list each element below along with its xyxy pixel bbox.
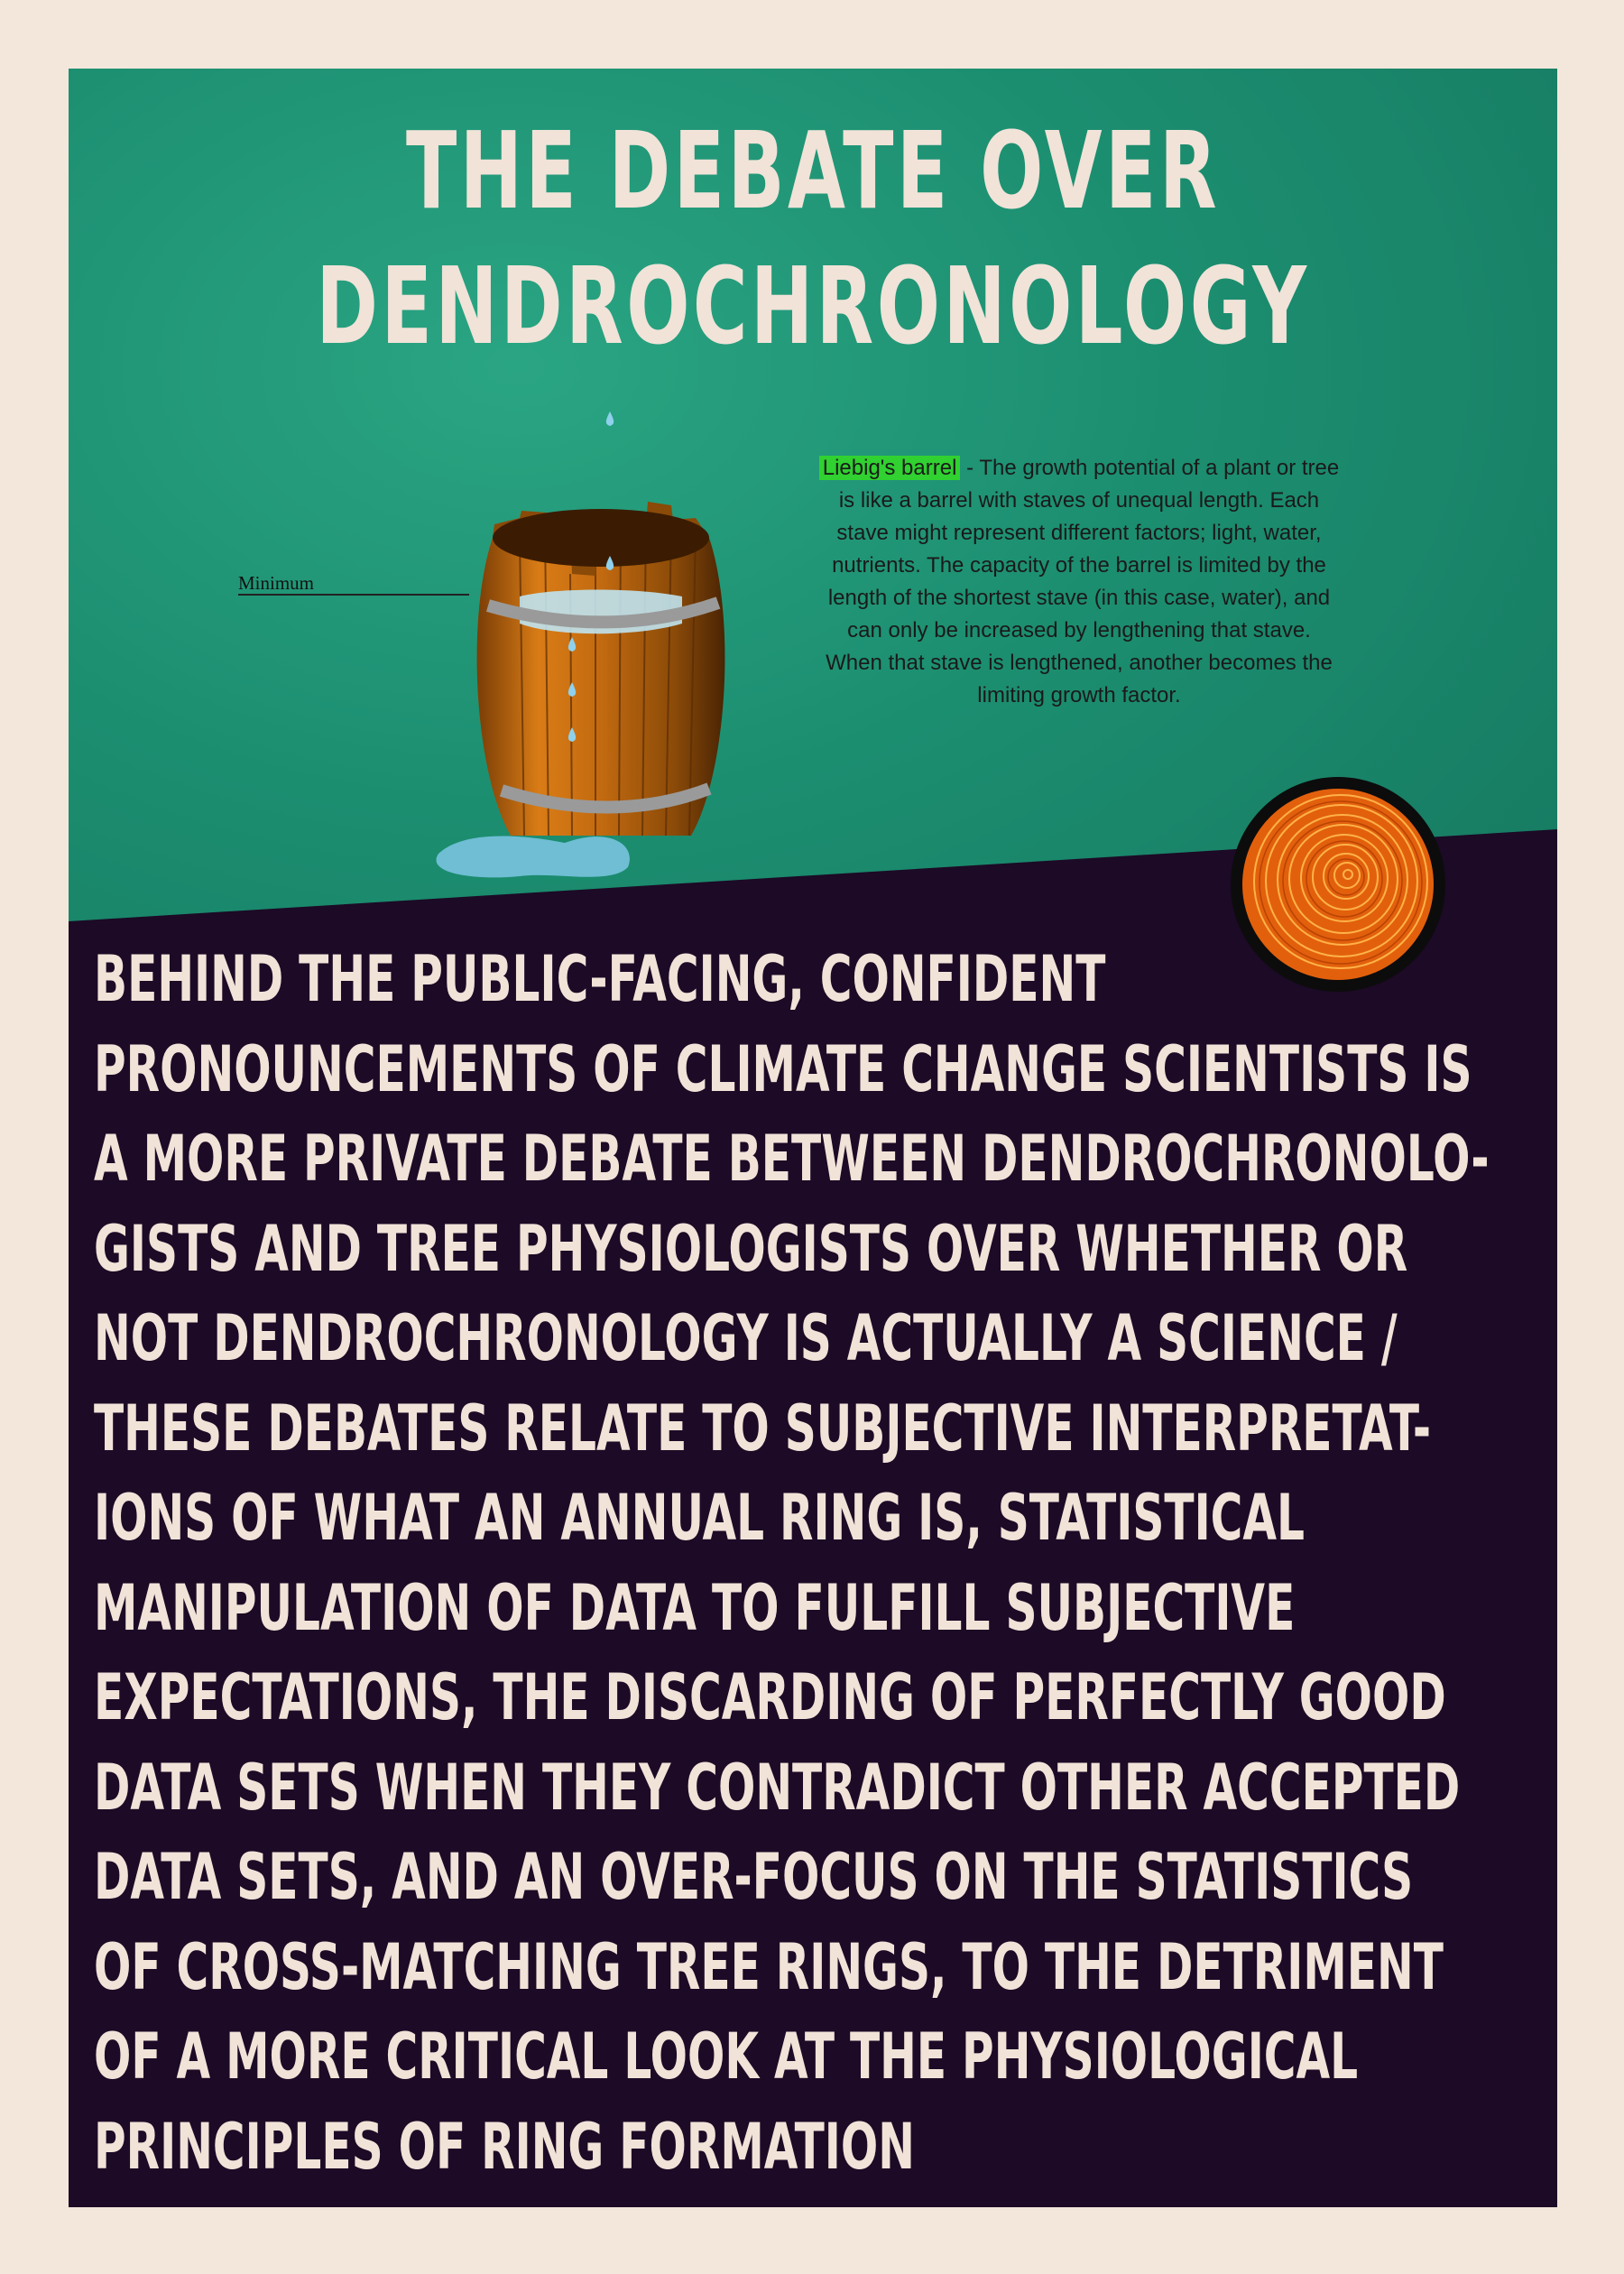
caption-line-5: length of the shortest stave (in this ca…: [827, 586, 1331, 610]
body-line: MANIPULATION OF DATA TO FULFILL SUBJECTI…: [94, 1570, 1296, 1645]
water-drop-5: [567, 727, 577, 742]
minimum-pointer-line: [238, 594, 469, 596]
caption-line-3: stave might represent different factors;…: [836, 521, 1322, 545]
tree-ring-icon: [1231, 777, 1445, 992]
title-line-2: DENDROCHRONOLOGY: [316, 244, 1310, 368]
caption-line-6: can only be increased by lengthening tha…: [847, 618, 1311, 642]
minimum-label: Minimum: [238, 572, 315, 594]
body-line: OF A MORE CRITICAL LOOK AT THE PHYSIOLOG…: [94, 2020, 1359, 2094]
body-line: PRONOUNCEMENTS OF CLIMATE CHANGE SCIENTI…: [94, 1031, 1472, 1106]
body-line: DATA SETS, AND AN OVER-FOCUS ON THE STAT…: [94, 1840, 1414, 1914]
liebig-barrel-illustration: [436, 411, 725, 878]
body-text: BEHIND THE PUBLIC-FACING, CONFIDENT PRON…: [94, 935, 1490, 2192]
body-line: GISTS AND TREE PHYSIOLOGISTS OVER WHETHE…: [94, 1211, 1408, 1286]
water-drop-2: [605, 556, 614, 570]
water-drop-3: [567, 637, 577, 652]
barrel-caption: Liebig's barrel - The growth potential o…: [772, 452, 1386, 712]
body-line: NOT DENDROCHRONOLOGY IS ACTUALLY A SCIEN…: [94, 1301, 1398, 1375]
poster-title: THE DEBATE OVER DENDROCHRONOLOGY: [292, 103, 1334, 374]
title-line-1: THE DEBATE OVER: [405, 108, 1221, 233]
caption-line-4: nutrients. The capacity of the barrel is…: [832, 553, 1326, 578]
caption-line-8: limiting growth factor.: [977, 683, 1181, 707]
body-line: PRINCIPLES OF RING FORMATION: [94, 2109, 915, 2184]
caption-line-1: - The growth potential of a plant or tre…: [960, 456, 1340, 480]
body-line: IONS OF WHAT AN ANNUAL RING IS, STATISTI…: [94, 1481, 1306, 1555]
barrel-hoop-top: [486, 596, 721, 629]
barrel-hoop-bottom: [499, 782, 712, 814]
water-drop-4: [567, 682, 577, 697]
caption-line-2: is like a barrel with staves of unequal …: [838, 488, 1320, 513]
water-puddle: [436, 836, 630, 878]
caption-line-7: When that stave is lengthened, another b…: [826, 651, 1333, 675]
body-line: OF CROSS-MATCHING TREE RINGS, TO THE DET…: [94, 1929, 1444, 2004]
body-line: A MORE PRIVATE DEBATE BETWEEN DENDROCHRO…: [94, 1122, 1490, 1196]
body-line: EXPECTATIONS, THE DISCARDING OF PERFECTL…: [94, 1660, 1446, 1734]
body-line: DATA SETS WHEN THEY CONTRADICT OTHER ACC…: [94, 1750, 1461, 1825]
caption-highlight: Liebig's barrel: [818, 456, 961, 480]
poster: THE DEBATE OVER DENDROCHRONOLOGY: [69, 69, 1557, 2207]
bottom-panel: [69, 829, 1557, 2207]
body-line: BEHIND THE PUBLIC-FACING, CONFIDENT: [94, 942, 1106, 1016]
body-line: THESE DEBATES RELATE TO SUBJECTIVE INTER…: [94, 1391, 1432, 1465]
water-drop-1: [605, 411, 614, 426]
